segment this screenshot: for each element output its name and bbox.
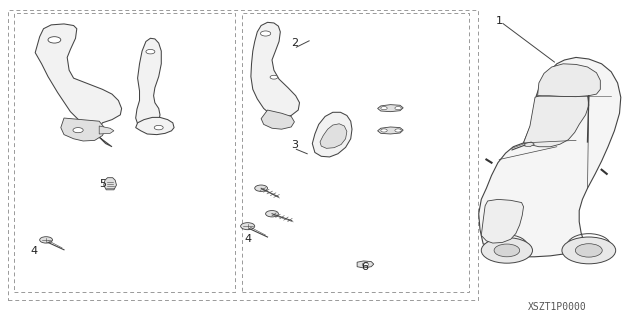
Circle shape xyxy=(154,125,163,130)
Polygon shape xyxy=(524,91,589,147)
Circle shape xyxy=(266,211,278,217)
Polygon shape xyxy=(525,142,534,147)
Polygon shape xyxy=(481,199,524,243)
Circle shape xyxy=(260,31,271,36)
Polygon shape xyxy=(357,261,374,268)
Polygon shape xyxy=(378,127,403,134)
Circle shape xyxy=(270,75,278,79)
Polygon shape xyxy=(261,110,294,129)
Polygon shape xyxy=(136,38,161,128)
Circle shape xyxy=(40,237,52,243)
Circle shape xyxy=(575,244,602,257)
Text: 5: 5 xyxy=(99,179,106,189)
Circle shape xyxy=(381,107,387,110)
Text: 2: 2 xyxy=(291,38,298,48)
Polygon shape xyxy=(251,22,300,118)
Circle shape xyxy=(48,37,61,43)
Text: 3: 3 xyxy=(291,140,298,150)
Polygon shape xyxy=(61,118,106,141)
Circle shape xyxy=(381,129,387,132)
Bar xyxy=(242,13,469,292)
Circle shape xyxy=(481,238,532,263)
Circle shape xyxy=(395,129,401,132)
Polygon shape xyxy=(35,24,122,147)
Polygon shape xyxy=(320,124,347,148)
Polygon shape xyxy=(479,57,621,257)
Text: 1: 1 xyxy=(496,16,503,26)
Text: 6: 6 xyxy=(362,262,369,271)
Text: XSZT1P0000: XSZT1P0000 xyxy=(527,302,586,312)
Bar xyxy=(8,10,478,300)
Polygon shape xyxy=(312,112,352,157)
Circle shape xyxy=(255,185,268,191)
Polygon shape xyxy=(538,64,600,97)
Bar xyxy=(14,13,235,292)
Polygon shape xyxy=(99,126,114,134)
Circle shape xyxy=(494,244,520,257)
Circle shape xyxy=(146,49,155,54)
Circle shape xyxy=(395,107,401,110)
Circle shape xyxy=(562,237,616,264)
Circle shape xyxy=(241,223,255,230)
Polygon shape xyxy=(104,178,116,190)
Polygon shape xyxy=(378,105,403,112)
Polygon shape xyxy=(136,117,174,135)
Circle shape xyxy=(362,263,369,266)
Text: 4: 4 xyxy=(31,246,38,256)
Text: 4: 4 xyxy=(244,234,252,244)
Circle shape xyxy=(73,128,83,133)
